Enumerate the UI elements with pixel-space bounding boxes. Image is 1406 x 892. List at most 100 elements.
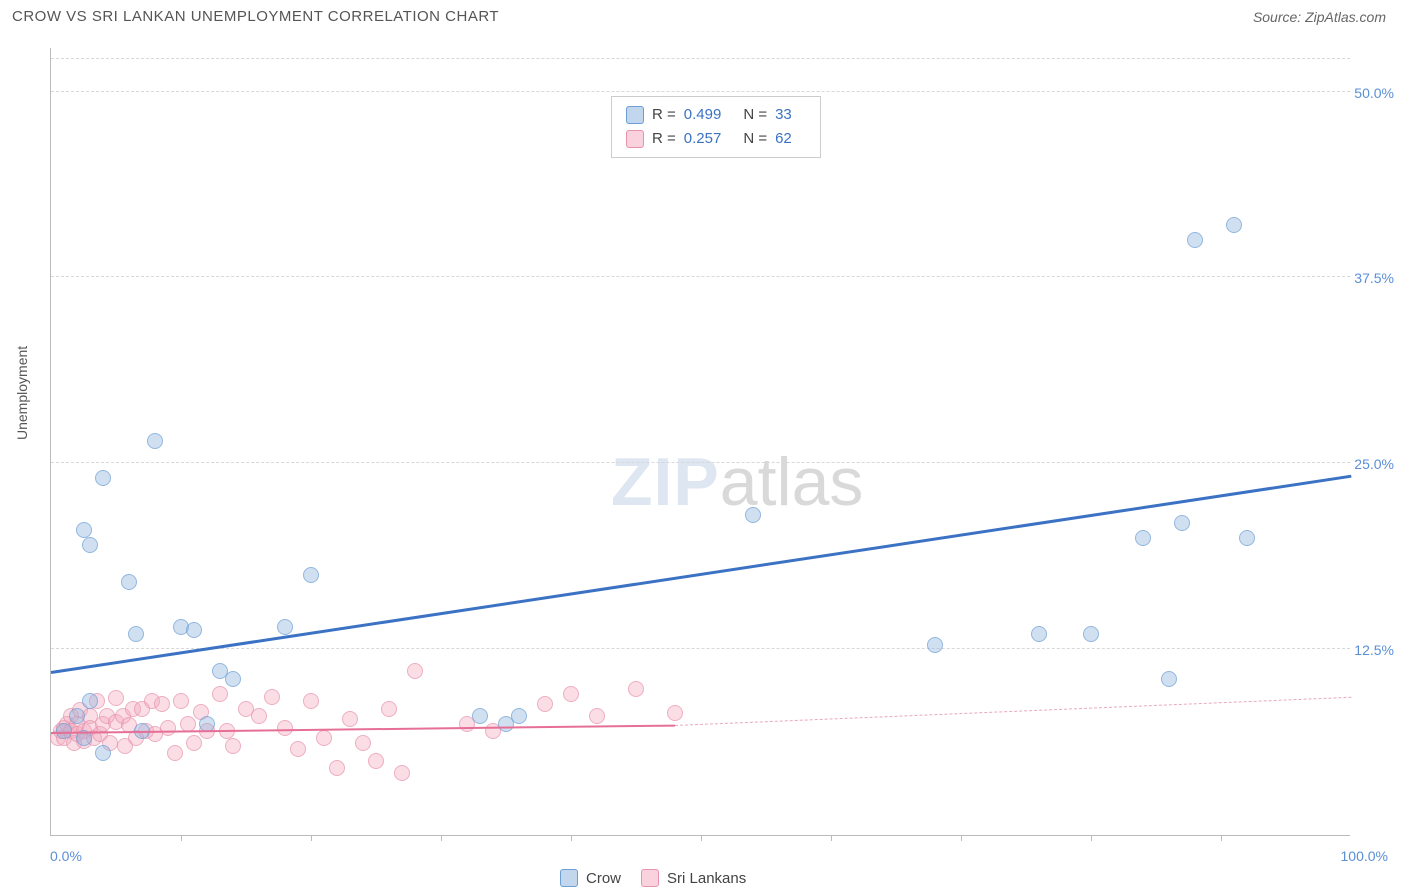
data-point [927,637,943,653]
data-point [1031,626,1047,642]
legend-row-crow: R = 0.499 N = 33 [626,103,806,127]
data-point [76,522,92,538]
x-tick [961,835,962,841]
data-point [355,735,371,751]
legend-item-srilankans: Sri Lankans [641,869,746,887]
gridline [51,462,1350,463]
data-point [212,686,228,702]
data-point [303,567,319,583]
legend-label: Crow [586,870,621,887]
data-point [154,696,170,712]
data-point [95,745,111,761]
watermark-zip: ZIP [611,444,720,520]
x-tick [831,835,832,841]
y-axis-label: Unemployment [14,346,30,440]
y-tick-label: 12.5% [1354,642,1394,658]
swatch-pink-icon [626,130,644,148]
data-point [745,507,761,523]
data-point [121,574,137,590]
data-point [1083,626,1099,642]
x-tick [441,835,442,841]
data-point [303,693,319,709]
data-point [1135,530,1151,546]
data-point [251,708,267,724]
data-point [1226,217,1242,233]
data-point [225,671,241,687]
n-label: N = [743,127,767,151]
data-point [82,537,98,553]
data-point [277,619,293,635]
gridline [51,276,1350,277]
x-min-label: 0.0% [50,848,82,864]
n-value: 62 [775,127,792,151]
data-point [180,716,196,732]
data-point [167,745,183,761]
gridline [51,58,1350,59]
watermark: ZIPatlas [611,443,863,521]
data-point [173,693,189,709]
data-point [667,705,683,721]
data-point [589,708,605,724]
data-point [316,730,332,746]
source-label: Source: ZipAtlas.com [1253,9,1386,25]
scatter-chart: ZIPatlas R = 0.499 N = 33 R = 0.257 N = … [50,48,1350,836]
series-legend: Crow Sri Lankans [560,869,746,887]
data-point [290,741,306,757]
data-point [160,720,176,736]
data-point [1174,515,1190,531]
data-point [329,760,345,776]
data-point [628,681,644,697]
data-point [108,690,124,706]
y-tick-label: 25.0% [1354,456,1394,472]
legend-label: Sri Lankans [667,870,746,887]
data-point [381,701,397,717]
data-point [472,708,488,724]
r-value: 0.499 [684,103,722,127]
data-point [186,622,202,638]
x-tick [571,835,572,841]
x-max-label: 100.0% [1341,848,1388,864]
data-point [277,720,293,736]
data-point [225,738,241,754]
gridline [51,648,1350,649]
r-label: R = [652,127,676,151]
watermark-atlas: atlas [720,444,864,520]
legend-row-srilankans: R = 0.257 N = 62 [626,127,806,151]
data-point [537,696,553,712]
data-point [186,735,202,751]
r-value: 0.257 [684,127,722,151]
n-value: 33 [775,103,792,127]
data-point [342,711,358,727]
data-point [407,663,423,679]
data-point [69,708,85,724]
x-tick [181,835,182,841]
data-point [1239,530,1255,546]
x-tick [1091,835,1092,841]
swatch-blue-icon [560,869,578,887]
data-point [95,470,111,486]
x-tick [311,835,312,841]
data-point [128,626,144,642]
swatch-blue-icon [626,106,644,124]
data-point [563,686,579,702]
y-tick-label: 50.0% [1354,85,1394,101]
trend-line [675,697,1351,726]
data-point [511,708,527,724]
data-point [368,753,384,769]
data-point [1187,232,1203,248]
chart-title: CROW VS SRI LANKAN UNEMPLOYMENT CORRELAT… [12,8,499,25]
n-label: N = [743,103,767,127]
y-tick-label: 37.5% [1354,270,1394,286]
data-point [147,433,163,449]
data-point [394,765,410,781]
trend-line [51,475,1351,674]
stats-legend-box: R = 0.499 N = 33 R = 0.257 N = 62 [611,96,821,158]
legend-item-crow: Crow [560,869,621,887]
data-point [1161,671,1177,687]
x-tick [1221,835,1222,841]
data-point [264,689,280,705]
gridline [51,91,1350,92]
swatch-pink-icon [641,869,659,887]
data-point [82,693,98,709]
r-label: R = [652,103,676,127]
